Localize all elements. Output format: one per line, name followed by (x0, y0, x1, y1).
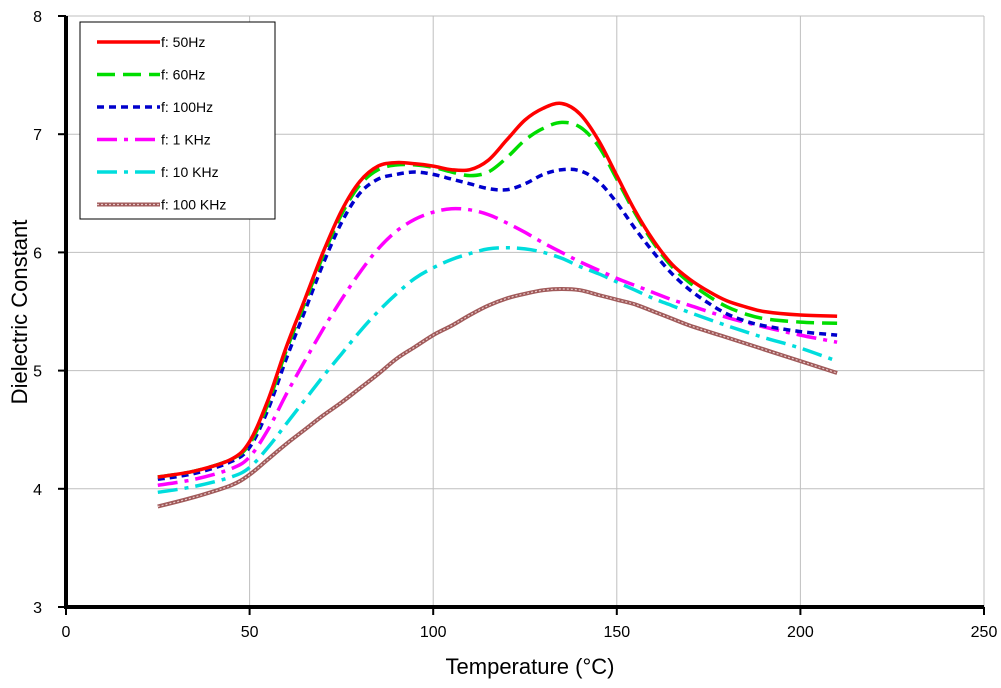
x-tick-label: 250 (971, 624, 998, 641)
axes (58, 15, 985, 615)
y-axis-title: Dielectric Constant (7, 220, 32, 405)
y-tick-label: 7 (33, 127, 42, 144)
series-line (157, 287, 838, 509)
legend-item-f-60hz: f: 60Hz (97, 67, 205, 83)
series-line (157, 167, 838, 482)
legend-item-f-50hz: f: 50Hz (97, 34, 205, 50)
series-line (157, 120, 838, 479)
y-tick-label: 5 (33, 364, 42, 381)
legend-box (79, 21, 276, 220)
y-tick-label: 3 (33, 600, 42, 617)
series-group (157, 101, 838, 509)
x-tick-label: 200 (787, 624, 814, 641)
legend-label: f: 100Hz (161, 99, 213, 115)
series-f-100hz (157, 167, 838, 482)
series-f-60hz (157, 120, 838, 479)
legend-label: f: 10 KHz (161, 164, 219, 180)
legend-item-f-100-khz: f: 100 KHz (97, 197, 226, 213)
legend-label: f: 50Hz (161, 34, 205, 50)
x-tick-label: 0 (62, 624, 71, 641)
x-axis-title: Temperature (°C) (446, 654, 615, 679)
legend-label: f: 60Hz (161, 67, 205, 83)
x-tick-label: 150 (603, 624, 630, 641)
series-f-50hz (157, 101, 838, 479)
series-line (157, 245, 838, 495)
y-tick-label: 8 (33, 9, 42, 26)
series-line (157, 101, 838, 479)
y-tick-label: 6 (33, 245, 42, 262)
legend-label: f: 1 KHz (161, 132, 211, 148)
legend: f: 50Hz f: 60Hz f: 100Hz f: 1 KHz f: 10 KHz f… (79, 21, 276, 220)
legend-item-f-10-khz: f: 10 KHz (97, 164, 219, 180)
x-tick-label: 100 (420, 624, 447, 641)
legend-label: f: 100 KHz (161, 197, 226, 213)
legend-item-f-100hz: f: 100Hz (97, 99, 213, 115)
series-f-1-khz (157, 206, 838, 488)
series-line-texture (157, 288, 838, 508)
series-f-10-khz (157, 245, 838, 495)
x-tick-label: 50 (241, 624, 259, 641)
tick-labels: 0 50 100 150 200 250 3 4 5 6 7 8 (33, 9, 997, 641)
legend-item-f-1-khz: f: 1 KHz (97, 132, 211, 148)
series-line (157, 206, 838, 488)
y-tick-label: 4 (33, 482, 42, 499)
series-f-100-khz (157, 287, 838, 509)
